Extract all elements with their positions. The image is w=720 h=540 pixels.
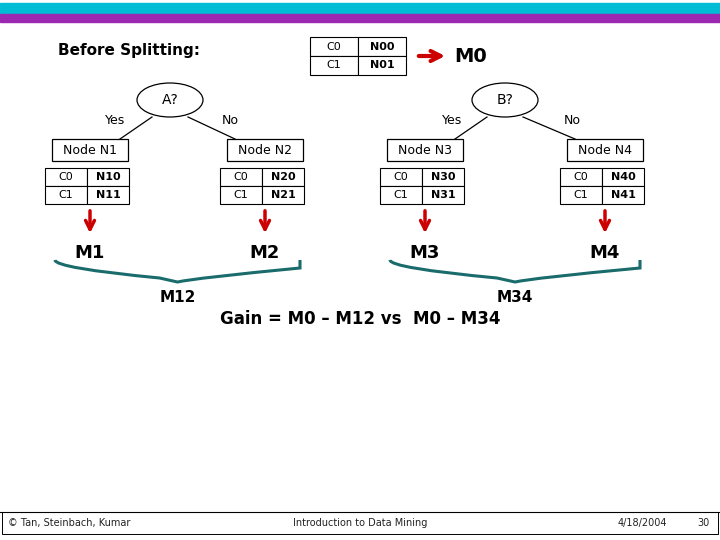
Text: Before Splitting:: Before Splitting: bbox=[58, 43, 200, 57]
Bar bbox=[45, 186, 87, 204]
Text: Node N1: Node N1 bbox=[63, 144, 117, 157]
Bar bbox=[220, 168, 262, 186]
Text: N30: N30 bbox=[431, 172, 455, 182]
Text: M3: M3 bbox=[410, 244, 440, 262]
Text: C0: C0 bbox=[394, 172, 408, 182]
Bar bbox=[310, 56, 358, 75]
Text: No: No bbox=[222, 113, 238, 126]
Text: N21: N21 bbox=[271, 190, 295, 200]
Text: N10: N10 bbox=[96, 172, 120, 182]
Bar bbox=[262, 168, 304, 186]
Bar bbox=[422, 168, 464, 186]
Text: 4/18/2004: 4/18/2004 bbox=[618, 518, 667, 528]
Text: C1: C1 bbox=[327, 60, 341, 71]
Text: C0: C0 bbox=[327, 42, 341, 51]
Bar bbox=[560, 186, 602, 204]
Text: C0: C0 bbox=[574, 172, 588, 182]
Text: Node N2: Node N2 bbox=[238, 144, 292, 157]
Bar bbox=[2, 512, 718, 534]
Text: C1: C1 bbox=[233, 190, 248, 200]
Text: No: No bbox=[564, 113, 580, 126]
Bar bbox=[358, 37, 406, 56]
Bar bbox=[0, 3, 720, 13]
Text: C0: C0 bbox=[233, 172, 248, 182]
Text: N40: N40 bbox=[611, 172, 635, 182]
Bar bbox=[380, 168, 422, 186]
Text: M1: M1 bbox=[75, 244, 105, 262]
Text: Node N4: Node N4 bbox=[578, 144, 632, 157]
Bar bbox=[387, 139, 463, 161]
Bar bbox=[220, 186, 262, 204]
Text: C1: C1 bbox=[58, 190, 73, 200]
Text: C0: C0 bbox=[58, 172, 73, 182]
Bar bbox=[45, 168, 87, 186]
Ellipse shape bbox=[137, 83, 203, 117]
Text: N20: N20 bbox=[271, 172, 295, 182]
Ellipse shape bbox=[472, 83, 538, 117]
Text: M34: M34 bbox=[497, 290, 534, 305]
Text: N01: N01 bbox=[369, 60, 395, 71]
Bar bbox=[602, 186, 644, 204]
Bar bbox=[358, 56, 406, 75]
Text: Gain = M0 – M12 vs  M0 – M34: Gain = M0 – M12 vs M0 – M34 bbox=[220, 310, 500, 328]
Text: N11: N11 bbox=[96, 190, 120, 200]
Text: N00: N00 bbox=[370, 42, 395, 51]
Bar bbox=[602, 168, 644, 186]
Bar bbox=[567, 139, 643, 161]
Bar bbox=[0, 14, 720, 22]
Bar bbox=[380, 186, 422, 204]
Text: Yes: Yes bbox=[442, 113, 462, 126]
Text: B?: B? bbox=[497, 93, 513, 107]
Bar bbox=[52, 139, 128, 161]
Text: Node N3: Node N3 bbox=[398, 144, 452, 157]
Bar bbox=[560, 168, 602, 186]
Text: M2: M2 bbox=[250, 244, 280, 262]
Text: M4: M4 bbox=[590, 244, 620, 262]
Text: © Tan, Steinbach, Kumar: © Tan, Steinbach, Kumar bbox=[8, 518, 130, 528]
Text: 30: 30 bbox=[698, 518, 710, 528]
Text: C1: C1 bbox=[574, 190, 588, 200]
Text: N31: N31 bbox=[431, 190, 455, 200]
Text: A?: A? bbox=[161, 93, 179, 107]
Bar bbox=[422, 186, 464, 204]
Text: N41: N41 bbox=[611, 190, 636, 200]
Bar bbox=[227, 139, 303, 161]
Bar bbox=[87, 186, 129, 204]
Bar bbox=[87, 168, 129, 186]
Text: M0: M0 bbox=[454, 46, 487, 65]
Text: Introduction to Data Mining: Introduction to Data Mining bbox=[293, 518, 427, 528]
Text: Yes: Yes bbox=[105, 113, 125, 126]
Text: M12: M12 bbox=[159, 290, 196, 305]
Bar bbox=[262, 186, 304, 204]
Text: C1: C1 bbox=[394, 190, 408, 200]
Bar bbox=[310, 37, 358, 56]
